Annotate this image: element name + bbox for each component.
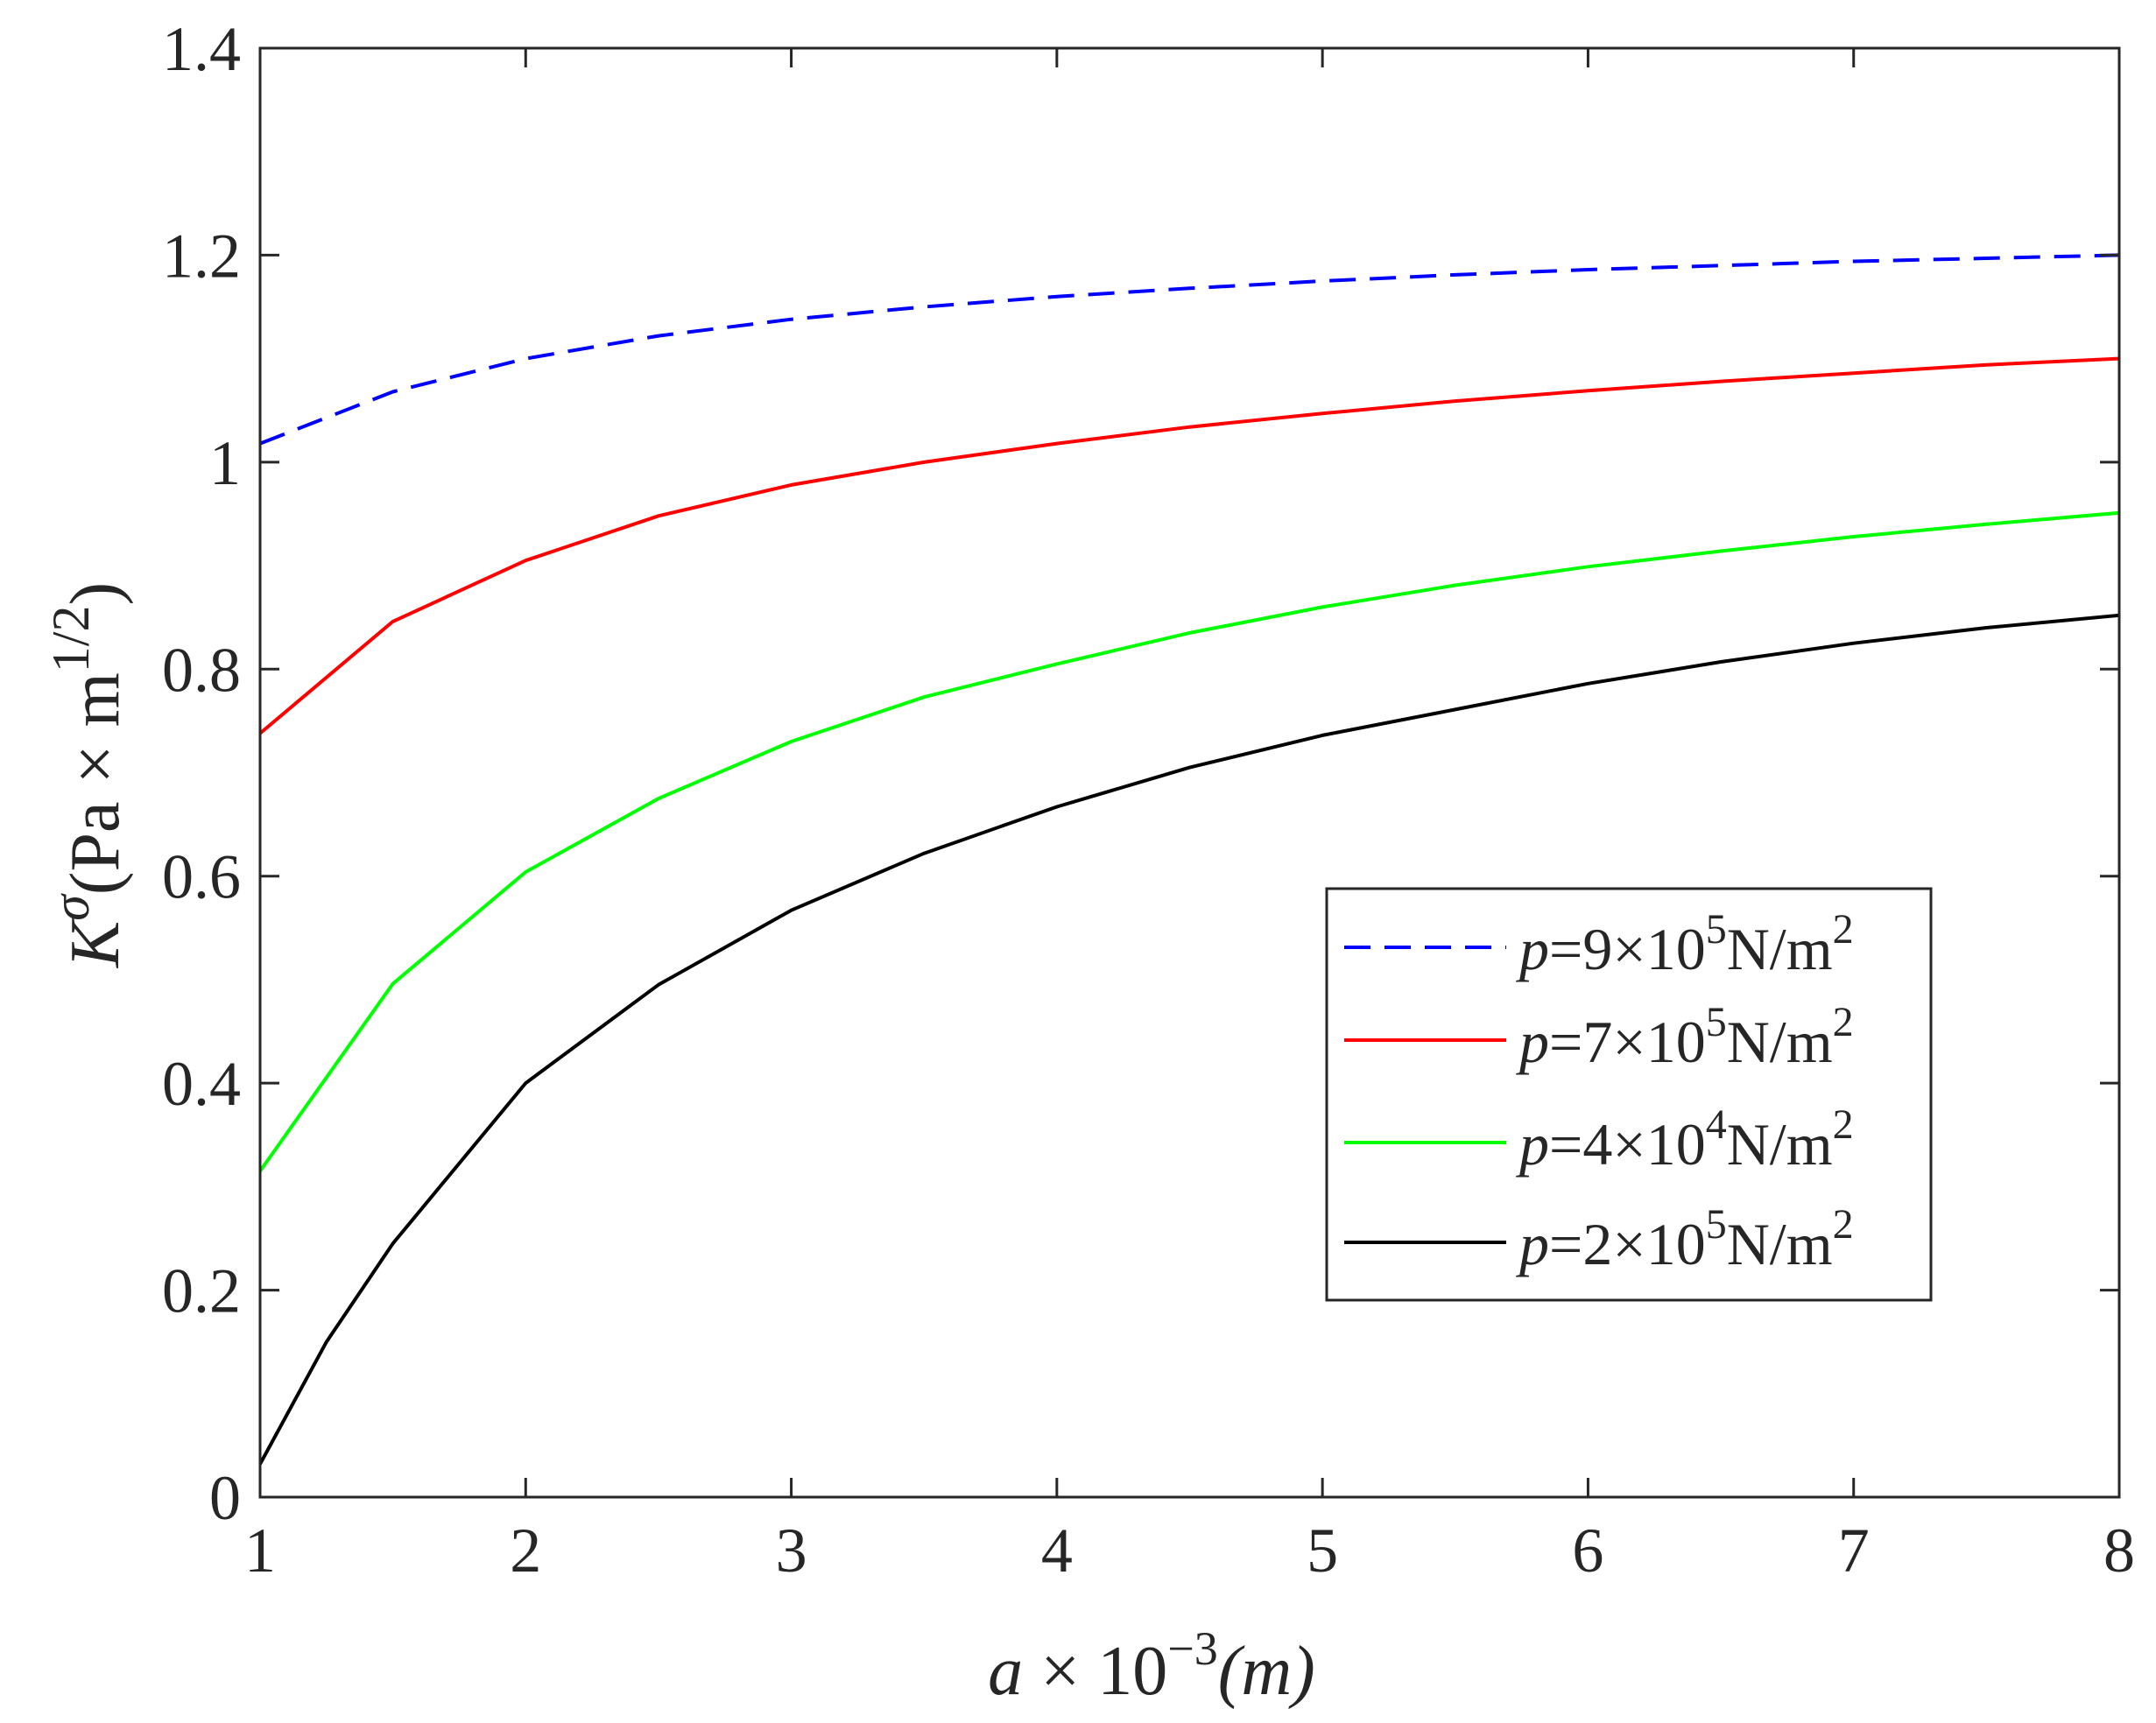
legend-label-mid: N/m: [1727, 1211, 1833, 1277]
tick-labels-layer: 1 2 3 4 5 6 7 8 0 0.2 0.4 0.6 0.8 1 1.2 1.4: [162, 14, 2135, 1586]
legend-label-pre: =4×10: [1549, 1111, 1706, 1178]
y-tick-label: 0.6: [162, 842, 241, 912]
legend-label-mid: N/m: [1727, 1111, 1833, 1178]
x-axis-times: × 10: [1023, 1633, 1167, 1710]
legend-label-exp: 5: [1706, 999, 1727, 1045]
legend-label-var: p: [1516, 1211, 1549, 1277]
y-tick-label: 0.8: [162, 635, 241, 705]
legend-label-exp: 2: [1833, 906, 1854, 953]
y-axis-unit-end: ): [57, 582, 134, 606]
legend-label-exp: 2: [1833, 999, 1854, 1045]
legend: p=9×105N/m2 p=7×105N/m2 p=4×104N/m2 p=2×…: [1325, 887, 1933, 1302]
legend-label: p=2×105N/m2: [1516, 1201, 1854, 1277]
series-line-3: [258, 613, 2120, 1466]
x-tick-label: 1: [244, 1516, 276, 1586]
legend-label-pre: =7×10: [1549, 1009, 1706, 1075]
y-axis-title: Kσ(Pa × m1/2): [42, 582, 134, 968]
legend-label-pre: =2×10: [1549, 1211, 1706, 1277]
y-axis-unit-exponent: 1/2: [42, 606, 100, 673]
series-line-0: [259, 253, 2120, 446]
y-axis-var: K: [57, 918, 134, 968]
x-tick-label: 4: [1041, 1516, 1073, 1586]
x-tick-label: 8: [2103, 1516, 2135, 1586]
y-tick-label: 1: [209, 428, 241, 498]
x-tick-label: 6: [1572, 1516, 1603, 1586]
legend-label-exp: 4: [1706, 1101, 1727, 1148]
legend-label: p=4×104N/m2: [1516, 1101, 1854, 1178]
y-tick-label: 1.4: [162, 14, 241, 84]
x-tick-label: 7: [1838, 1516, 1870, 1586]
x-axis-var: a: [988, 1633, 1023, 1710]
y-tick-label: 0.4: [162, 1049, 241, 1119]
axes-layer: [258, 46, 2121, 1499]
legend-label-mid: N/m: [1727, 916, 1833, 982]
y-tick-label: 1.2: [162, 221, 241, 291]
legend-label-var: p: [1516, 1009, 1549, 1075]
x-axis-exponent: −3: [1167, 1622, 1217, 1675]
legend-label: p=9×105N/m2: [1516, 906, 1854, 982]
legend-box: [1325, 887, 1933, 1302]
legend-label-exp: 5: [1706, 906, 1727, 953]
legend-label: p=7×105N/m2: [1516, 999, 1854, 1075]
legend-label-exp: 2: [1833, 1101, 1854, 1148]
y-axis-superscript: σ: [42, 893, 100, 921]
x-tick-label: 2: [510, 1516, 541, 1586]
series-layer: [258, 253, 2120, 1466]
legend-label-var: p: [1516, 916, 1549, 982]
y-tick-label: 0.2: [162, 1256, 241, 1326]
x-tick-label: 5: [1307, 1516, 1338, 1586]
legend-label-var: p: [1516, 1111, 1549, 1178]
y-axis-unit-start: (Pa × m: [57, 672, 134, 895]
legend-label-pre: =9×10: [1549, 916, 1706, 982]
y-tick-label: 0: [209, 1463, 241, 1533]
legend-label-mid: N/m: [1727, 1009, 1833, 1075]
series-line-1: [258, 356, 2120, 735]
series-line-2: [258, 510, 2120, 1172]
plot-frame: [258, 46, 2121, 1499]
legend-label-exp: 5: [1706, 1201, 1727, 1248]
x-axis-title: a × 10−3(m): [988, 1622, 1315, 1710]
legend-label-exp: 2: [1833, 1201, 1854, 1248]
x-tick-label: 3: [776, 1516, 807, 1586]
x-axis-unit: (m): [1218, 1633, 1315, 1710]
